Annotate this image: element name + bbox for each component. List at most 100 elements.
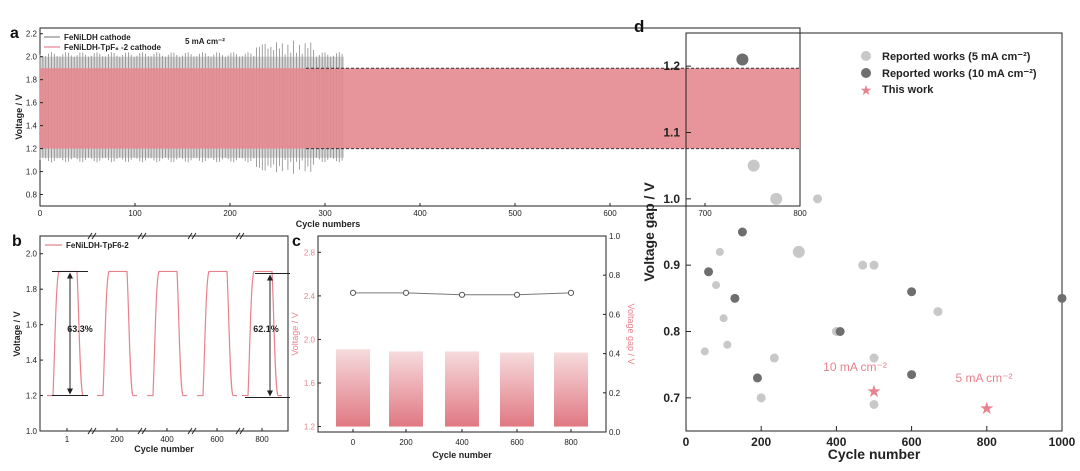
panel-a-ytick-label: 2.2 [26,30,38,39]
panel-b-arrowhead [267,390,273,397]
panel-c-xtick-label: 400 [455,438,469,447]
panel-b-break-mark [87,427,93,435]
panel-c-ytick-left-label: 2.0 [304,335,316,344]
panel-d-point-10ma [704,267,714,277]
panel-c-bars [336,349,588,427]
panel-d-ytick-label: 0.9 [663,258,680,272]
panel-a-xtick-label: 100 [128,209,142,218]
panel-c-gap-point [513,291,521,298]
panel-c-bar [554,352,588,427]
panel-d-point-5ma [747,159,760,172]
panel-d-ylabel: Voltage gap / V [641,182,657,282]
panel-d-legend-2: Reported works (10 mA cm⁻²) [882,68,1037,80]
panel-a-xtick-label: 600 [603,209,617,218]
panel-b-arrowhead [67,272,73,279]
panel-b-break-mark [239,232,245,240]
panel-d-xtick-label: 400 [826,435,846,449]
panel-a-legend-2: FeNiLDH-TpF₆ -2 cathode [64,43,162,52]
panel-c-gap-points [349,289,575,298]
panel-a-legend-1: FeNiLDH cathode [64,33,131,42]
panel-d-y-axis: 0.7 0.8 0.9 1.0 1.1 1.2 [663,59,691,405]
panel-d-label: d [634,17,644,36]
panel-b-axis-breaks [87,232,245,435]
panel-a-xtick-label: 0 [38,209,43,218]
panel-a-pink-band [40,68,800,149]
panel-a-xtick-label: 700 [698,209,712,218]
panel-d-xtick-label: 800 [977,435,997,449]
panel-b-arrows [52,270,290,399]
panel-d-xtick-label: 0 [683,435,690,449]
panel-d-annotation-5ma: 5 mA cm⁻² [955,371,1012,385]
panel-d-ytick-label: 0.8 [663,325,680,339]
panel-b-xtick-label: 600 [210,435,224,444]
panel-d-point-10ma [907,370,917,380]
panel-b-xtick-label: 400 [160,435,174,444]
panel-a-ytick-label: 2.0 [26,53,38,62]
panel-b-annotation-1: 63.3% [67,324,93,334]
panel-d-point-10ma [907,287,917,297]
panel-b-break-mark [191,427,197,435]
panel-a-ytick-label: 1.0 [26,168,38,177]
panel-d-scatter: ★★ [700,53,1067,419]
panel-d-point-5ma [869,353,879,363]
panel-b-x-axis: 1 200 400 600 800 [65,428,269,444]
panel-d-point-5ma [813,194,823,204]
panel-c-ytick-left-label: 2.4 [304,292,316,301]
panel-c-bar [445,351,479,427]
panel-d-point-5ma [869,399,879,409]
panel-d-xtick-label: 1000 [1049,435,1076,449]
panel-c-ytick-right-label: 0.8 [609,271,621,280]
panel-d-ytick-label: 0.7 [663,391,680,405]
panel-a-ytick-label: 1.6 [26,99,38,108]
panel-a-xtick-label: 500 [508,209,522,218]
panel-b-ylabel: Voltage / V [12,311,22,356]
panel-d-point-10ma [730,293,740,303]
panel-d-point-5ma [756,393,766,403]
panel-d-point-5ma [770,192,783,205]
panel-c-ytick-left-label: 2.8 [304,248,316,257]
panel-b-ytick-label: 1.6 [26,321,38,330]
panel-b: b FeNiLDH-TpF6-2 1 200 400 600 800 1.0 1.2 1.4… [12,232,290,454]
panel-c-ylabel-left: Voltage / V [290,312,300,356]
panel-b-frame [39,235,289,432]
panel-d-ytick-label: 1.2 [663,59,680,73]
panel-d-point-5ma [933,307,943,317]
panel-d-point-5ma [858,260,868,270]
panel-b-label: b [12,233,22,250]
panel-a-x-axis: 0 100 200 300 400 500 600 700 800 [38,203,807,218]
panel-d-legend-marker-3: ★ [860,83,873,99]
panel-d: d ★★ 0 200 400 600 800 1000 0.70.80.91.01.11.… [634,17,1076,462]
panel-b-ytick-label: 1.4 [26,356,38,365]
panel-c-bar [336,349,370,427]
panel-c-ytick-right-label: 0.6 [609,310,621,319]
panel-d-x-axis: 0 200 400 600 800 1000 [683,426,1076,449]
panel-b-ytick-label: 1.0 [26,427,38,436]
panel-c-right-axis: 0.0 0.2 0.4 0.6 0.8 1.0 [603,232,621,437]
panel-d-point-5ma [723,340,732,349]
panel-a-y-axis: 0.8 1.0 1.2 1.4 1.6 1.8 2.0 2.2 [26,30,43,200]
panel-d-point-this-work: ★ [979,399,994,419]
panel-a-ytick-label: 1.8 [26,76,38,85]
panel-c-x-axis: 0 200 400 600 800 [351,429,578,447]
panel-b-cycle-curve [197,270,237,397]
panel-d-annotation-10ma: 10 mA cm⁻² [823,360,887,374]
panel-c-gap-point [458,291,466,298]
panel-b-break-mark [137,427,143,435]
panel-a-xtick-label: 400 [413,209,427,218]
panel-b-ytick-label: 2.0 [26,250,38,259]
panel-c-gap-point [567,289,575,296]
panel-b-curves [47,270,282,397]
panel-c-ytick-left-label: 1.6 [304,379,316,388]
panel-b-xtick-label: 1 [65,435,70,444]
panel-d-ytick-label: 1.0 [663,192,680,206]
panel-d-point-5ma [719,314,728,323]
panel-d-point-10ma [1057,293,1067,303]
panel-d-point-5ma [712,281,721,290]
panel-d-legend-marker-1 [861,51,871,61]
panel-c-xtick-label: 0 [351,438,356,447]
panel-b-y-axis: 1.0 1.2 1.4 1.6 1.8 2.0 [26,250,43,436]
panel-c-left-axis: 1.2 1.6 2.0 2.4 2.8 [304,248,321,432]
panel-d-legend-1: Reported works (5 mA cm⁻²) [882,51,1031,63]
panel-b-break-mark [239,427,245,435]
panel-b-legend: FeNiLDH-TpF6-2 [66,241,129,250]
